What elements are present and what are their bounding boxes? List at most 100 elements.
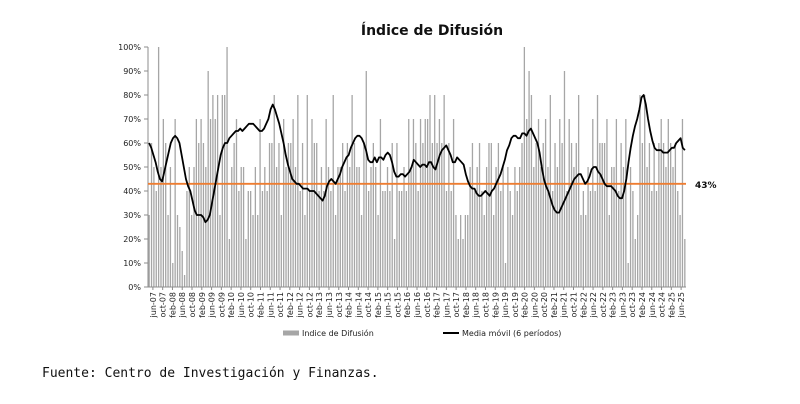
- bar: [226, 47, 228, 287]
- bar: [401, 191, 403, 287]
- bar: [469, 167, 471, 287]
- bar: [684, 239, 686, 287]
- bar: [403, 167, 405, 287]
- bar: [169, 167, 172, 287]
- x-tick-label: jun-22: [589, 292, 598, 318]
- bar: [379, 119, 382, 287]
- legend: Indice de Difusión Media móvil (6 período…: [283, 328, 561, 338]
- x-tick-label: jun-07: [149, 292, 158, 318]
- bar: [648, 143, 651, 287]
- bar: [304, 215, 306, 287]
- bar: [662, 143, 665, 287]
- bar: [464, 215, 467, 287]
- bar: [235, 119, 238, 287]
- bar: [627, 263, 629, 287]
- bar: [575, 143, 577, 287]
- bar: [285, 167, 287, 287]
- bar: [507, 167, 509, 287]
- bar: [254, 167, 257, 287]
- bar: [193, 167, 195, 287]
- bar: [172, 263, 174, 287]
- x-tick-label: oct-22: [599, 292, 608, 318]
- bar: [476, 167, 478, 287]
- x-tick-label: oct-08: [188, 292, 197, 318]
- bar: [268, 143, 271, 287]
- x-tick-label: feb-22: [579, 292, 588, 318]
- bar: [535, 143, 537, 287]
- bar: [408, 119, 410, 287]
- bar: [599, 143, 601, 287]
- bar: [488, 143, 490, 287]
- x-tick-label: oct-09: [217, 292, 226, 318]
- bar: [629, 167, 632, 287]
- bar: [592, 119, 594, 287]
- bar: [467, 215, 469, 287]
- bar: [353, 143, 356, 287]
- bar: [356, 167, 358, 287]
- bar: [160, 167, 162, 287]
- bar: [474, 191, 476, 287]
- x-tick-label: feb-11: [256, 292, 265, 318]
- bar: [219, 215, 221, 287]
- bar: [323, 191, 325, 287]
- bar: [655, 191, 658, 287]
- bar: [337, 167, 339, 287]
- x-tick-label: oct-14: [364, 292, 373, 318]
- bar: [191, 215, 193, 287]
- bar: [636, 215, 639, 287]
- bar: [358, 167, 360, 287]
- bar: [618, 191, 620, 287]
- moving-average-series: [148, 94, 686, 224]
- y-tick-label: 90%: [123, 67, 141, 76]
- bar: [582, 191, 585, 287]
- x-tick-label: jun-19: [501, 292, 510, 318]
- legend-swatch-bars: [283, 330, 299, 336]
- bar: [370, 167, 372, 287]
- bar: [396, 143, 398, 287]
- bar: [294, 167, 297, 287]
- bar: [297, 95, 299, 287]
- x-tick-label: jun-15: [384, 292, 393, 318]
- reference-line-group: 43%: [148, 181, 717, 191]
- bar: [500, 191, 502, 287]
- chart-title: Índice de Difusión: [361, 22, 503, 39]
- x-tick-label: feb-23: [609, 292, 618, 318]
- bar: [308, 191, 311, 287]
- bar: [615, 119, 618, 287]
- bar: [594, 191, 596, 287]
- x-tick-label: oct-13: [335, 292, 344, 318]
- bar: [577, 95, 580, 287]
- bar: [419, 119, 422, 287]
- y-tick-label: 30%: [123, 211, 141, 220]
- bar: [162, 119, 164, 287]
- bar: [495, 167, 497, 287]
- bar: [438, 119, 441, 287]
- bar: [530, 95, 533, 287]
- bar: [363, 143, 365, 287]
- x-tick-label: feb-20: [521, 292, 530, 318]
- bar: [561, 143, 563, 287]
- x-tick-label: oct-21: [570, 292, 579, 318]
- bar: [674, 143, 677, 287]
- bar: [554, 143, 556, 287]
- bar: [346, 143, 349, 287]
- bar: [516, 191, 518, 287]
- bar: [625, 119, 627, 287]
- y-tick-label: 40%: [123, 187, 141, 196]
- x-tick-label: jun-21: [560, 292, 569, 318]
- y-tick-label: 60%: [123, 139, 141, 148]
- bar: [202, 143, 205, 287]
- bar: [360, 215, 363, 287]
- bar: [216, 95, 219, 287]
- bar: [450, 191, 452, 287]
- bar: [653, 143, 655, 287]
- bar: [273, 95, 275, 287]
- bar: [679, 215, 681, 287]
- bar: [441, 143, 443, 287]
- bar: [502, 167, 504, 287]
- bar: [266, 191, 268, 287]
- bar: [290, 143, 292, 287]
- bar: [608, 215, 610, 287]
- bar: [667, 119, 669, 287]
- x-tick-label: oct-15: [393, 292, 402, 318]
